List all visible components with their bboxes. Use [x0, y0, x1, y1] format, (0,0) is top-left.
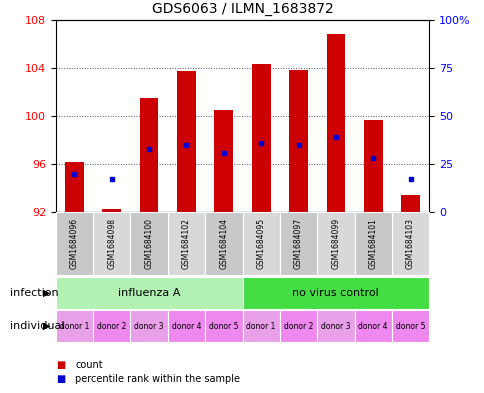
Text: donor 1: donor 1 [60, 322, 89, 331]
Text: influenza A: influenza A [118, 288, 180, 298]
FancyBboxPatch shape [130, 310, 167, 342]
Bar [65, 162, 84, 212]
FancyBboxPatch shape [205, 310, 242, 342]
Bar [400, 195, 419, 212]
FancyBboxPatch shape [205, 212, 242, 275]
Bar [139, 98, 158, 212]
Text: donor 2: donor 2 [97, 322, 126, 331]
Text: individual: individual [10, 321, 64, 331]
Text: donor 2: donor 2 [283, 322, 313, 331]
FancyBboxPatch shape [130, 212, 167, 275]
Text: GSM1684100: GSM1684100 [144, 218, 153, 269]
Text: infection: infection [10, 288, 58, 298]
Text: ■: ■ [56, 360, 65, 371]
FancyBboxPatch shape [317, 212, 354, 275]
Text: GSM1684098: GSM1684098 [107, 218, 116, 269]
Text: donor 5: donor 5 [395, 322, 424, 331]
FancyBboxPatch shape [391, 212, 428, 275]
FancyBboxPatch shape [391, 310, 428, 342]
Text: donor 4: donor 4 [358, 322, 387, 331]
Text: ▶: ▶ [44, 321, 51, 331]
Text: donor 4: donor 4 [171, 322, 201, 331]
Text: GSM1684095: GSM1684095 [256, 218, 265, 269]
Text: GSM1684104: GSM1684104 [219, 218, 228, 269]
Text: percentile rank within the sample: percentile rank within the sample [75, 374, 240, 384]
Bar [214, 110, 233, 212]
Bar [363, 119, 382, 212]
FancyBboxPatch shape [279, 212, 317, 275]
Text: GSM1684102: GSM1684102 [182, 218, 191, 269]
FancyBboxPatch shape [56, 310, 93, 342]
Text: donor 1: donor 1 [246, 322, 275, 331]
Text: GSM1684101: GSM1684101 [368, 218, 377, 269]
Text: ▶: ▶ [44, 288, 51, 298]
Text: GSM1684096: GSM1684096 [70, 218, 79, 269]
Text: donor 5: donor 5 [209, 322, 238, 331]
Text: donor 3: donor 3 [134, 322, 164, 331]
Bar [251, 64, 270, 212]
FancyBboxPatch shape [242, 310, 279, 342]
FancyBboxPatch shape [317, 310, 354, 342]
FancyBboxPatch shape [167, 212, 205, 275]
FancyBboxPatch shape [354, 310, 391, 342]
Bar [102, 209, 121, 212]
FancyBboxPatch shape [242, 212, 279, 275]
FancyBboxPatch shape [354, 212, 391, 275]
Text: donor 3: donor 3 [320, 322, 350, 331]
Text: count: count [75, 360, 103, 371]
Bar [288, 70, 307, 212]
Bar [326, 34, 345, 212]
FancyBboxPatch shape [167, 310, 205, 342]
FancyBboxPatch shape [56, 212, 93, 275]
FancyBboxPatch shape [56, 277, 242, 309]
FancyBboxPatch shape [279, 310, 317, 342]
FancyBboxPatch shape [93, 310, 130, 342]
FancyBboxPatch shape [242, 277, 428, 309]
Bar [177, 72, 196, 212]
Text: GSM1684099: GSM1684099 [331, 218, 340, 269]
Text: GSM1684097: GSM1684097 [293, 218, 302, 269]
Text: no virus control: no virus control [292, 288, 378, 298]
Text: ■: ■ [56, 374, 65, 384]
Title: GDS6063 / ILMN_1683872: GDS6063 / ILMN_1683872 [151, 2, 333, 16]
Text: GSM1684103: GSM1684103 [405, 218, 414, 269]
FancyBboxPatch shape [93, 212, 130, 275]
